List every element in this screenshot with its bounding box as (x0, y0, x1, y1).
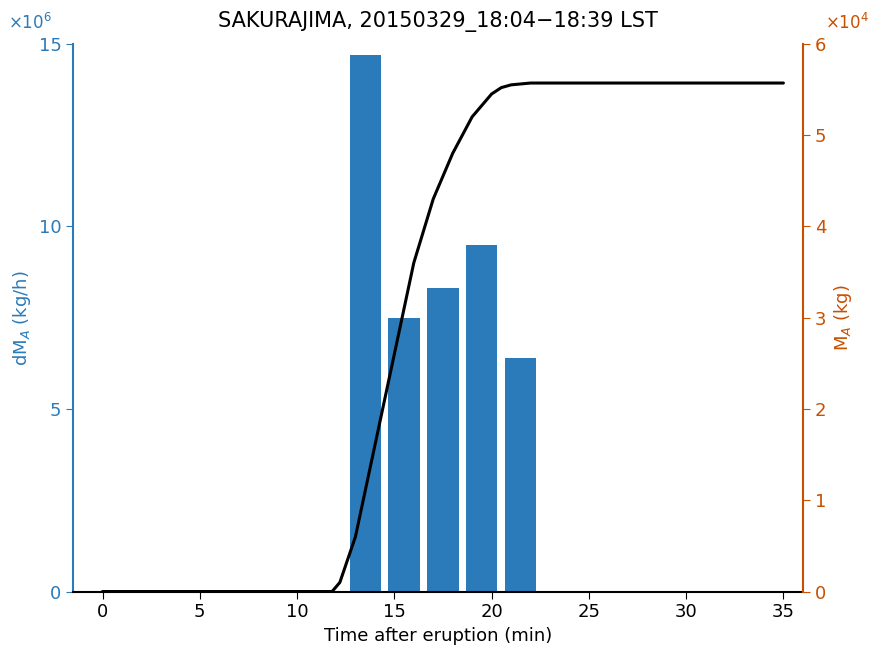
Bar (350, 54, 381, 592)
Text: $\times10^6$: $\times10^6$ (8, 12, 52, 33)
Text: $\times10^4$: $\times10^4$ (824, 12, 869, 33)
Y-axis label: dM$_A$ (kg/h): dM$_A$ (kg/h) (11, 270, 33, 365)
Y-axis label: M$_A$ (kg): M$_A$ (kg) (832, 284, 854, 351)
Bar (427, 289, 458, 592)
X-axis label: Time after eruption (min): Time after eruption (min) (324, 627, 552, 645)
Bar (388, 318, 420, 592)
Bar (505, 358, 536, 592)
Title: SAKURAJIMA, 20150329_18:04−18:39 LST: SAKURAJIMA, 20150329_18:04−18:39 LST (218, 11, 658, 32)
Bar (466, 245, 497, 592)
